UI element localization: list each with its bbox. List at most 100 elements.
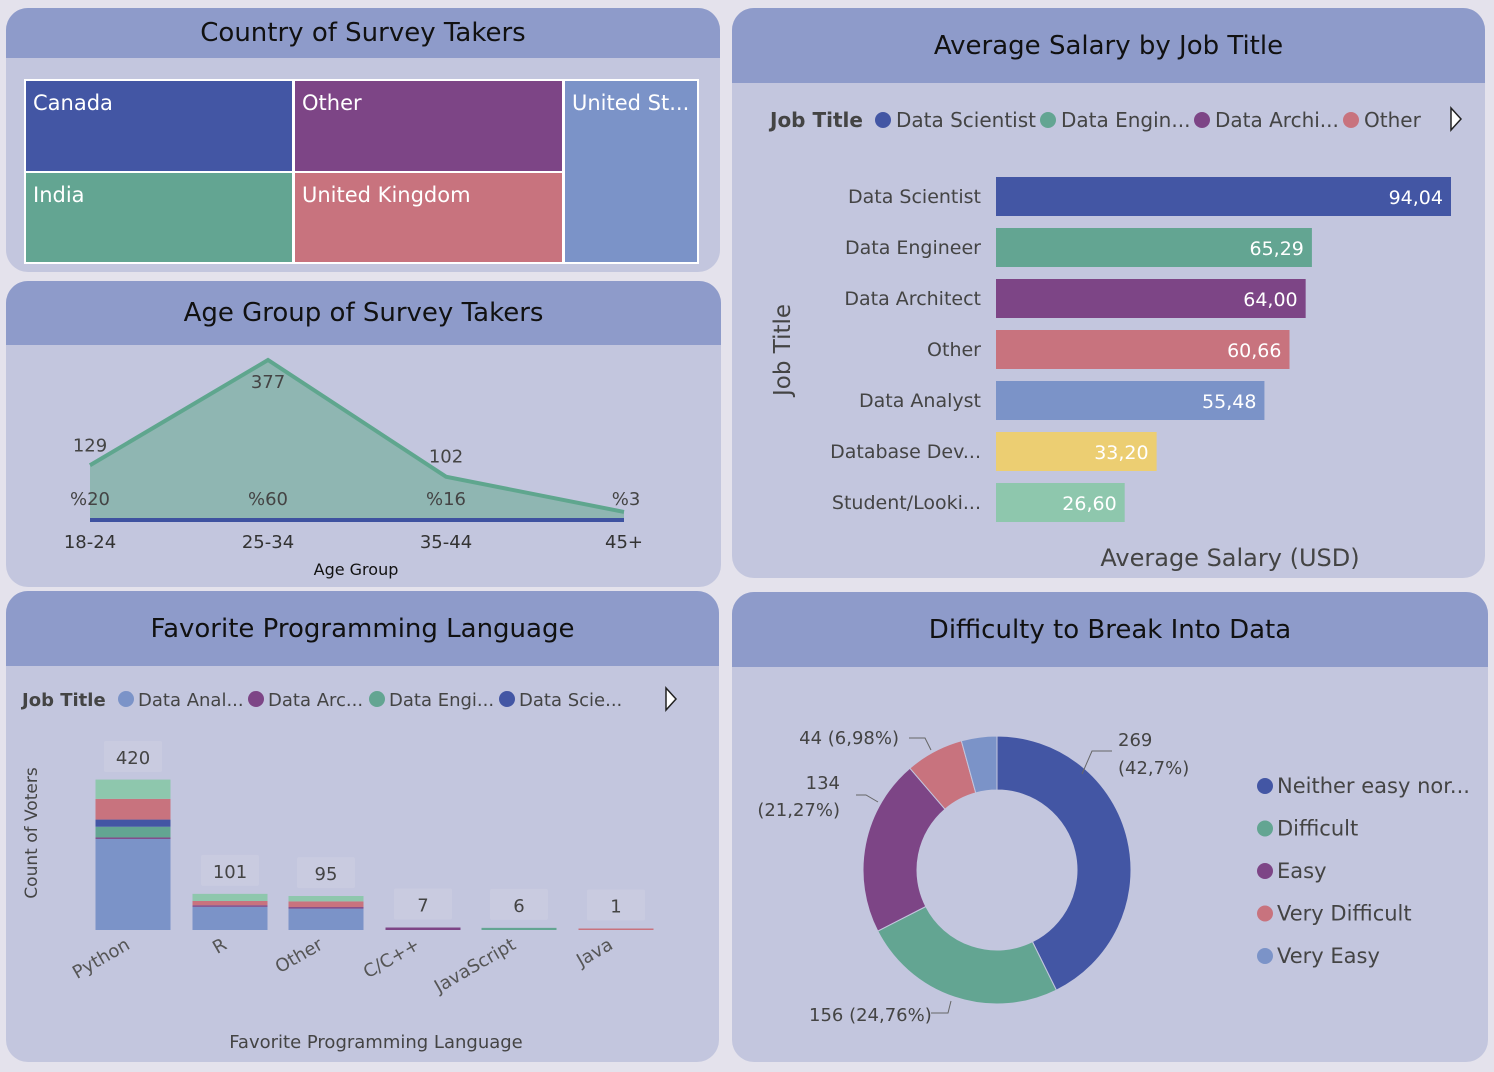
- donut-data-label: (21,27%): [757, 800, 840, 821]
- legend-marker: [875, 112, 891, 128]
- legend-marker: [248, 691, 264, 707]
- lang-bar-segment[interactable]: [192, 906, 268, 930]
- lang-legend-label[interactable]: Data Arc...: [268, 690, 363, 711]
- treemap-cell[interactable]: [293, 171, 564, 264]
- salary-bar[interactable]: [996, 432, 1157, 471]
- salary-legend-title: Job Title: [768, 108, 863, 132]
- salary-legend-label[interactable]: Data Scientist: [896, 108, 1036, 132]
- age-percent-label: %16: [426, 489, 466, 510]
- lang-category-label: Java: [572, 934, 616, 972]
- salary-bar[interactable]: [996, 381, 1265, 420]
- salary-bar-chart: Job Title Data Scientist Data Engin... Data…: [768, 106, 1463, 572]
- age-value-label: 102: [429, 447, 463, 468]
- lang-total-label: 101: [213, 862, 247, 883]
- donut-data-label: 269: [1118, 730, 1152, 751]
- salary-category-label: Data Analyst: [859, 390, 981, 412]
- salary-legend-label[interactable]: Other: [1364, 108, 1422, 132]
- lang-bar-segment[interactable]: [385, 927, 461, 931]
- donut-data-label: 134: [806, 773, 840, 794]
- lang-total-label: 1: [610, 897, 621, 918]
- lang-bar-segment[interactable]: [95, 826, 171, 838]
- salary-category-label: Student/Looki...: [832, 492, 981, 514]
- salary-legend-label[interactable]: Data Archi...: [1215, 108, 1339, 132]
- treemap-label: India: [33, 183, 85, 207]
- donut-slice[interactable]: [960, 735, 998, 794]
- age-tick-label: 25-34: [242, 532, 294, 553]
- lang-category-label: JavaScript: [430, 934, 520, 998]
- donut-data-label: 44 (6,98%): [799, 728, 899, 749]
- lang-bar-segment[interactable]: [192, 901, 268, 906]
- lang-legend-label[interactable]: Data Engi...: [389, 690, 494, 711]
- salary-bar[interactable]: [996, 483, 1125, 522]
- lang-total-bg: [201, 854, 259, 886]
- age-title: Age Group of Survey Takers: [6, 281, 721, 345]
- treemap-cell[interactable]: [24, 171, 294, 264]
- treemap-cell[interactable]: [563, 79, 699, 264]
- difficulty-legend-label[interactable]: Very Difficult: [1277, 902, 1412, 926]
- difficulty-legend-label[interactable]: Easy: [1277, 859, 1327, 883]
- difficulty-legend-label[interactable]: Difficult: [1277, 817, 1358, 841]
- salary-value-label: 26,60: [1062, 493, 1116, 515]
- legend-next-icon[interactable]: [665, 686, 678, 712]
- salary-x-axis-title: Average Salary (USD): [1100, 544, 1359, 572]
- difficulty-legend-label[interactable]: Very Easy: [1277, 944, 1380, 968]
- lang-bar-segment[interactable]: [288, 896, 364, 902]
- treemap-label: United Kingdom: [302, 183, 471, 207]
- legend-marker: [1257, 778, 1273, 794]
- lang-bar-segment[interactable]: [192, 893, 268, 901]
- legend-next-icon[interactable]: [1450, 106, 1463, 132]
- donut-slice[interactable]: [996, 735, 1132, 991]
- lang-bar-segment[interactable]: [95, 779, 171, 799]
- salary-category-label: Data Engineer: [845, 237, 981, 259]
- lang-legend-title: Job Title: [20, 690, 106, 711]
- legend-marker: [1257, 948, 1273, 964]
- lang-bar-segment[interactable]: [288, 908, 364, 930]
- age-card: Age Group of Survey Takers 129 377 102 %20%…: [6, 281, 721, 587]
- age-tick-label: 45+: [605, 532, 643, 553]
- lang-bar-segment[interactable]: [481, 927, 557, 930]
- lang-legend-label[interactable]: Data Anal...: [138, 690, 244, 711]
- donut-leader-line: [856, 794, 879, 803]
- lang-bar-segment[interactable]: [288, 901, 364, 908]
- lang-bar-segment[interactable]: [192, 905, 268, 907]
- lang-bar-segment[interactable]: [95, 837, 171, 839]
- legend-marker: [369, 691, 385, 707]
- donut-leader-line: [931, 1000, 952, 1014]
- lang-bar-segment[interactable]: [288, 907, 364, 909]
- donut-data-label: 156 (24,76%): [809, 1005, 932, 1026]
- salary-value-label: 64,00: [1243, 289, 1297, 311]
- donut-slice[interactable]: [877, 905, 1058, 1005]
- treemap-label: United St...: [572, 91, 689, 115]
- age-line: [88, 357, 625, 514]
- salary-value-label: 55,48: [1202, 391, 1256, 413]
- salary-value-label: 33,20: [1094, 442, 1148, 464]
- lang-legend-label[interactable]: Data Scie...: [519, 690, 622, 711]
- salary-bar[interactable]: [996, 279, 1306, 318]
- salary-bar[interactable]: [996, 177, 1451, 216]
- treemap-label: Canada: [33, 91, 113, 115]
- difficulty-legend-label[interactable]: Neither easy nor...: [1277, 774, 1470, 798]
- country-card: Country of Survey Takers Canada Other Unit…: [6, 8, 720, 272]
- lang-y-axis-title: Count of Voters: [22, 767, 42, 899]
- donut-leader-line: [1081, 750, 1112, 775]
- lang-bar-segment[interactable]: [95, 838, 171, 930]
- salary-legend-label[interactable]: Data Engin...: [1061, 108, 1190, 132]
- age-area: [90, 360, 624, 520]
- lang-bar-segment[interactable]: [95, 798, 171, 820]
- lang-total-bg: [394, 888, 452, 920]
- salary-bar[interactable]: [996, 228, 1312, 267]
- legend-marker: [499, 691, 515, 707]
- legend-marker: [1040, 112, 1056, 128]
- lang-bar-segment[interactable]: [95, 819, 171, 827]
- difficulty-title: Difficulty to Break Into Data: [732, 592, 1488, 667]
- treemap-label: Other: [302, 91, 362, 115]
- salary-category-label: Database Dev...: [830, 441, 981, 463]
- age-value-label: 377: [251, 372, 285, 393]
- difficulty-card: Difficulty to Break Into Data 269 (42,7%)…: [732, 592, 1488, 1062]
- salary-bar[interactable]: [996, 330, 1290, 369]
- age-percent-label: %20: [70, 489, 110, 510]
- donut-data-label: (42,7%): [1118, 758, 1189, 779]
- lang-bar-segment[interactable]: [578, 928, 654, 931]
- lang-title: Favorite Programming Language: [6, 591, 719, 666]
- country-title: Country of Survey Takers: [6, 8, 720, 58]
